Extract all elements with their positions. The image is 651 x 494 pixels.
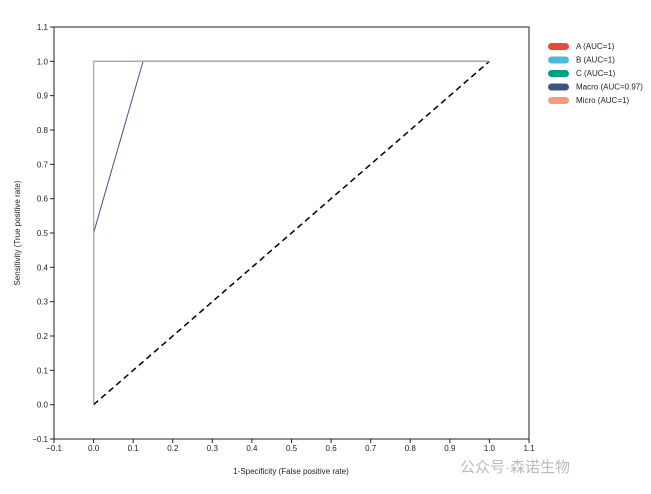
y-tick-label: 0.8 [37,126,49,135]
x-tick-label: 0.6 [326,444,338,453]
watermark: 公众号·森诺生物 [460,459,570,476]
legend-label: Macro (AUC=0.97) [576,83,643,92]
x-tick-label: 0.8 [405,444,417,453]
x-axis-label: 1-Specificity (False positive rate) [233,467,349,476]
legend-swatch [548,56,569,64]
y-tick-label: 0.2 [37,332,49,341]
legend-swatch [548,70,569,77]
x-tick-label: 0.3 [207,444,219,453]
y-tick-label: 0.7 [37,160,49,169]
y-tick-label: 0.5 [37,229,49,238]
legend-label: C (AUC=1) [576,69,616,78]
y-axis-label: Sensitivity (True positive rate) [13,180,22,285]
legend-swatch [548,97,569,104]
x-tick-label: 0.1 [128,444,140,453]
legend-label: A (AUC=1) [576,42,615,51]
legend-label: Micro (AUC=1) [576,96,629,105]
x-tick-label: 0.4 [246,444,258,453]
y-tick-label: 0.9 [37,92,49,101]
x-tick-label: 0.5 [286,444,298,453]
x-tick-label: 0.9 [444,444,456,453]
x-tick-label: 0.2 [167,444,179,453]
x-tick-label: 0.0 [88,444,100,453]
legend-swatch [548,43,569,50]
y-tick-label: 0.0 [37,401,49,410]
x-tick-label: −0.1 [46,444,62,453]
y-tick-label: 0.3 [37,298,49,307]
y-tick-label: 0.1 [37,366,49,375]
legend-label: B (AUC=1) [576,56,615,65]
y-tick-label: −0.1 [32,435,48,444]
legend-swatch [548,83,569,91]
x-tick-label: 1.1 [523,444,535,453]
y-tick-label: 1.1 [37,23,49,32]
y-tick-label: 0.4 [37,263,49,272]
series-line-micro [93,60,490,405]
reference-diagonal-line [93,60,490,406]
y-tick-label: 0.6 [37,195,49,204]
y-tick-label: 1.0 [37,57,49,66]
x-tick-label: 1.0 [484,444,496,453]
x-tick-label: 0.7 [365,444,377,453]
